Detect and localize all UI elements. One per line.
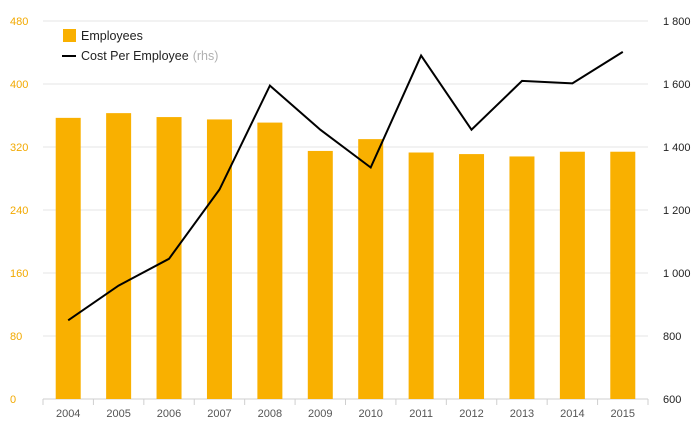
legend-label-cost-per-employee: Cost Per Employee (rhs) [81, 49, 218, 63]
bar-employees-2011 [408, 152, 434, 399]
bar-employees-2015 [610, 151, 636, 399]
right-tick-label: 1 800 [663, 16, 691, 28]
line-cost-per-employee [67, 51, 624, 322]
bar-employees-2005 [106, 113, 132, 399]
right-tick-label: 600 [663, 394, 681, 406]
line-series-cost-per-employee [67, 51, 624, 322]
left-axis: 0 80 160 240 320 400 480 [10, 16, 28, 406]
gridlines [43, 20, 648, 400]
left-tick-label: 240 [10, 205, 28, 217]
x-tick-label: 2012 [459, 408, 483, 420]
left-tick-label: 0 [10, 394, 16, 406]
x-tick-label: 2010 [358, 408, 382, 420]
x-tick-label: 2008 [258, 408, 282, 420]
x-tick-label: 2005 [106, 408, 130, 420]
left-tick-label: 320 [10, 142, 28, 154]
right-axis: 600 800 1 000 1 200 1 400 1 600 1 800 [663, 16, 691, 406]
x-tick-label: 2015 [611, 408, 635, 420]
bar-employees-2012 [459, 154, 485, 399]
x-axis: 2004 2005 2006 2007 2008 2009 2010 2011 2012 2013… [42, 399, 649, 420]
left-tick-label: 480 [10, 16, 28, 28]
x-tick-label: 2011 [409, 408, 433, 420]
x-tick-label: 2013 [510, 408, 534, 420]
bar-employees-2014 [559, 151, 585, 399]
left-tick-label: 400 [10, 79, 28, 91]
legend-label-employees: Employees [81, 29, 143, 43]
x-tick-label: 2007 [207, 408, 231, 420]
bar-employees-2004 [55, 117, 81, 400]
right-tick-label: 1 600 [663, 79, 691, 91]
x-tick-label: 2014 [560, 408, 584, 420]
bar-employees-2009 [307, 150, 333, 399]
right-tick-label: 1 000 [663, 268, 691, 280]
right-tick-label: 1 200 [663, 205, 691, 217]
legend: Employees Cost Per Employee (rhs) [62, 29, 218, 63]
legend-swatch-employees [63, 29, 76, 42]
x-tick-label: 2009 [308, 408, 332, 420]
bar-employees-2007 [206, 119, 232, 399]
bar-series-employees [55, 113, 636, 400]
x-tick-label: 2006 [157, 408, 181, 420]
bar-employees-2010 [358, 139, 384, 399]
bar-employees-2013 [509, 156, 535, 399]
left-tick-label: 80 [10, 331, 22, 343]
left-tick-label: 160 [10, 268, 28, 280]
x-tick-label: 2004 [56, 408, 80, 420]
right-tick-label: 800 [663, 331, 681, 343]
right-tick-label: 1 400 [663, 142, 691, 154]
bar-employees-2008 [257, 122, 283, 400]
